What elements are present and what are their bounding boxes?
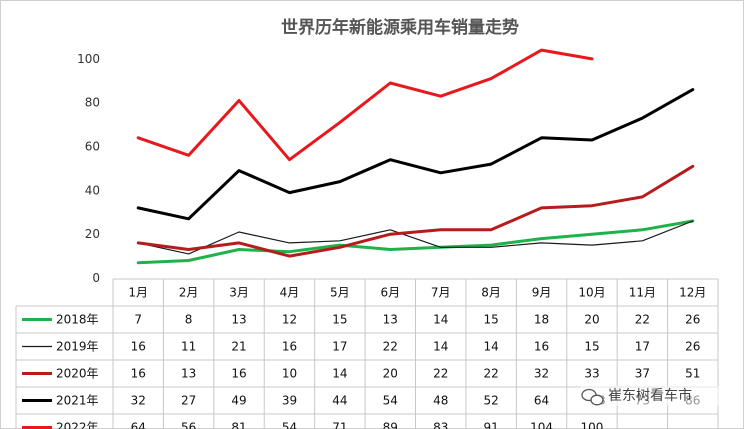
- table-cell: 64: [131, 421, 146, 429]
- table-cell: 13: [231, 313, 246, 327]
- table-cell: 48: [433, 394, 448, 408]
- table-cell: 37: [635, 367, 650, 381]
- series-lines: [136, 48, 695, 265]
- table-cell: 10: [282, 367, 297, 381]
- table-cell: 16: [131, 367, 146, 381]
- table-cell: 100: [581, 421, 604, 429]
- table-cell: 49: [231, 394, 246, 408]
- table-cell: 20: [584, 313, 599, 327]
- table-cell: 15: [332, 313, 347, 327]
- legend-label: 2021年: [56, 394, 99, 408]
- watermark-text: 崔东树看车市: [608, 387, 692, 404]
- table-cell: 13: [181, 367, 196, 381]
- series-line: [136, 48, 594, 162]
- table-cell: 16: [231, 367, 246, 381]
- table-cell: 7: [134, 313, 142, 327]
- y-tick-label: 60: [85, 140, 100, 154]
- x-tick-label: 2月: [179, 286, 199, 300]
- table-cell: 71: [332, 421, 347, 429]
- table-cell: 16: [534, 340, 549, 354]
- y-tick-label: 100: [77, 52, 100, 66]
- table-cell: 20: [383, 367, 398, 381]
- x-tick-label: 9月: [532, 286, 552, 300]
- chart-title: 世界历年新能源乘用车销量走势: [281, 17, 519, 38]
- x-tick-label: 1月: [128, 286, 148, 300]
- y-axis: 0 20 40 60 80 100: [77, 52, 100, 285]
- y-tick-label: 40: [85, 183, 100, 197]
- x-tick-label: 7月: [431, 286, 451, 300]
- series-line: [136, 164, 695, 258]
- y-tick-label: 80: [85, 96, 100, 110]
- table-cell: 8: [185, 313, 193, 327]
- table-cell: 32: [131, 394, 146, 408]
- x-tick-label: 12月: [679, 286, 706, 300]
- x-tick-label: 6月: [380, 286, 400, 300]
- table-cell: 16: [282, 340, 297, 354]
- table-cell: 22: [635, 313, 650, 327]
- table-cell: 22: [383, 340, 398, 354]
- table-cell: 15: [584, 340, 599, 354]
- wechat-icon: [581, 388, 604, 406]
- table-cell: 11: [181, 340, 196, 354]
- table-cell: 13: [383, 313, 398, 327]
- table-cell: 18: [534, 313, 549, 327]
- x-tick-label: 11月: [629, 286, 656, 300]
- x-tick-label: 5月: [330, 286, 350, 300]
- table-cell: 91: [483, 421, 498, 429]
- x-tick-label: 8月: [481, 286, 501, 300]
- table-cell: 104: [530, 421, 553, 429]
- table-cell: 22: [433, 367, 448, 381]
- table-cell: 14: [433, 340, 448, 354]
- table-cell: 54: [282, 421, 297, 429]
- watermark-backdrop: [580, 386, 720, 406]
- table-cell: 89: [383, 421, 398, 429]
- series-line: [137, 220, 694, 255]
- table-cell: 12: [282, 313, 297, 327]
- table-cell: 17: [332, 340, 347, 354]
- table-cell: 51: [685, 367, 700, 381]
- x-tick-label: 4月: [280, 286, 300, 300]
- table-cell: 44: [332, 394, 347, 408]
- table-cell: 15: [483, 313, 498, 327]
- table-cell: 21: [231, 340, 246, 354]
- table-cell: 64: [534, 394, 549, 408]
- table-cell: 56: [181, 421, 196, 429]
- table-cell: 27: [181, 394, 196, 408]
- table-cell: 22: [483, 367, 498, 381]
- y-tick-label: 20: [85, 227, 100, 241]
- legend-label: 2020年: [56, 367, 99, 381]
- legend-label: 2019年: [56, 340, 99, 354]
- y-tick-label: 0: [92, 271, 100, 285]
- table-cell: 14: [483, 340, 498, 354]
- legend-label: 2022年: [56, 421, 99, 429]
- table-cell: 14: [433, 313, 448, 327]
- table-cell: 32: [534, 367, 549, 381]
- table-cell: 52: [483, 394, 498, 408]
- table-cell: 54: [383, 394, 398, 408]
- table-cell: 26: [685, 313, 700, 327]
- table-cell: 17: [635, 340, 650, 354]
- table-cell: 33: [584, 367, 599, 381]
- series-line: [136, 88, 695, 221]
- table-cell: 16: [131, 340, 146, 354]
- x-tick-label: 10月: [578, 286, 605, 300]
- table-cell: 81: [231, 421, 246, 429]
- series-line: [136, 219, 695, 265]
- table-cell: 83: [433, 421, 448, 429]
- x-tick-label: 3月: [229, 286, 249, 300]
- watermark: 崔东树看车市: [580, 386, 720, 406]
- legend-label: 2018年: [56, 313, 99, 327]
- table-cell: 26: [685, 340, 700, 354]
- table-cell: 14: [332, 367, 347, 381]
- table-cell: 39: [282, 394, 297, 408]
